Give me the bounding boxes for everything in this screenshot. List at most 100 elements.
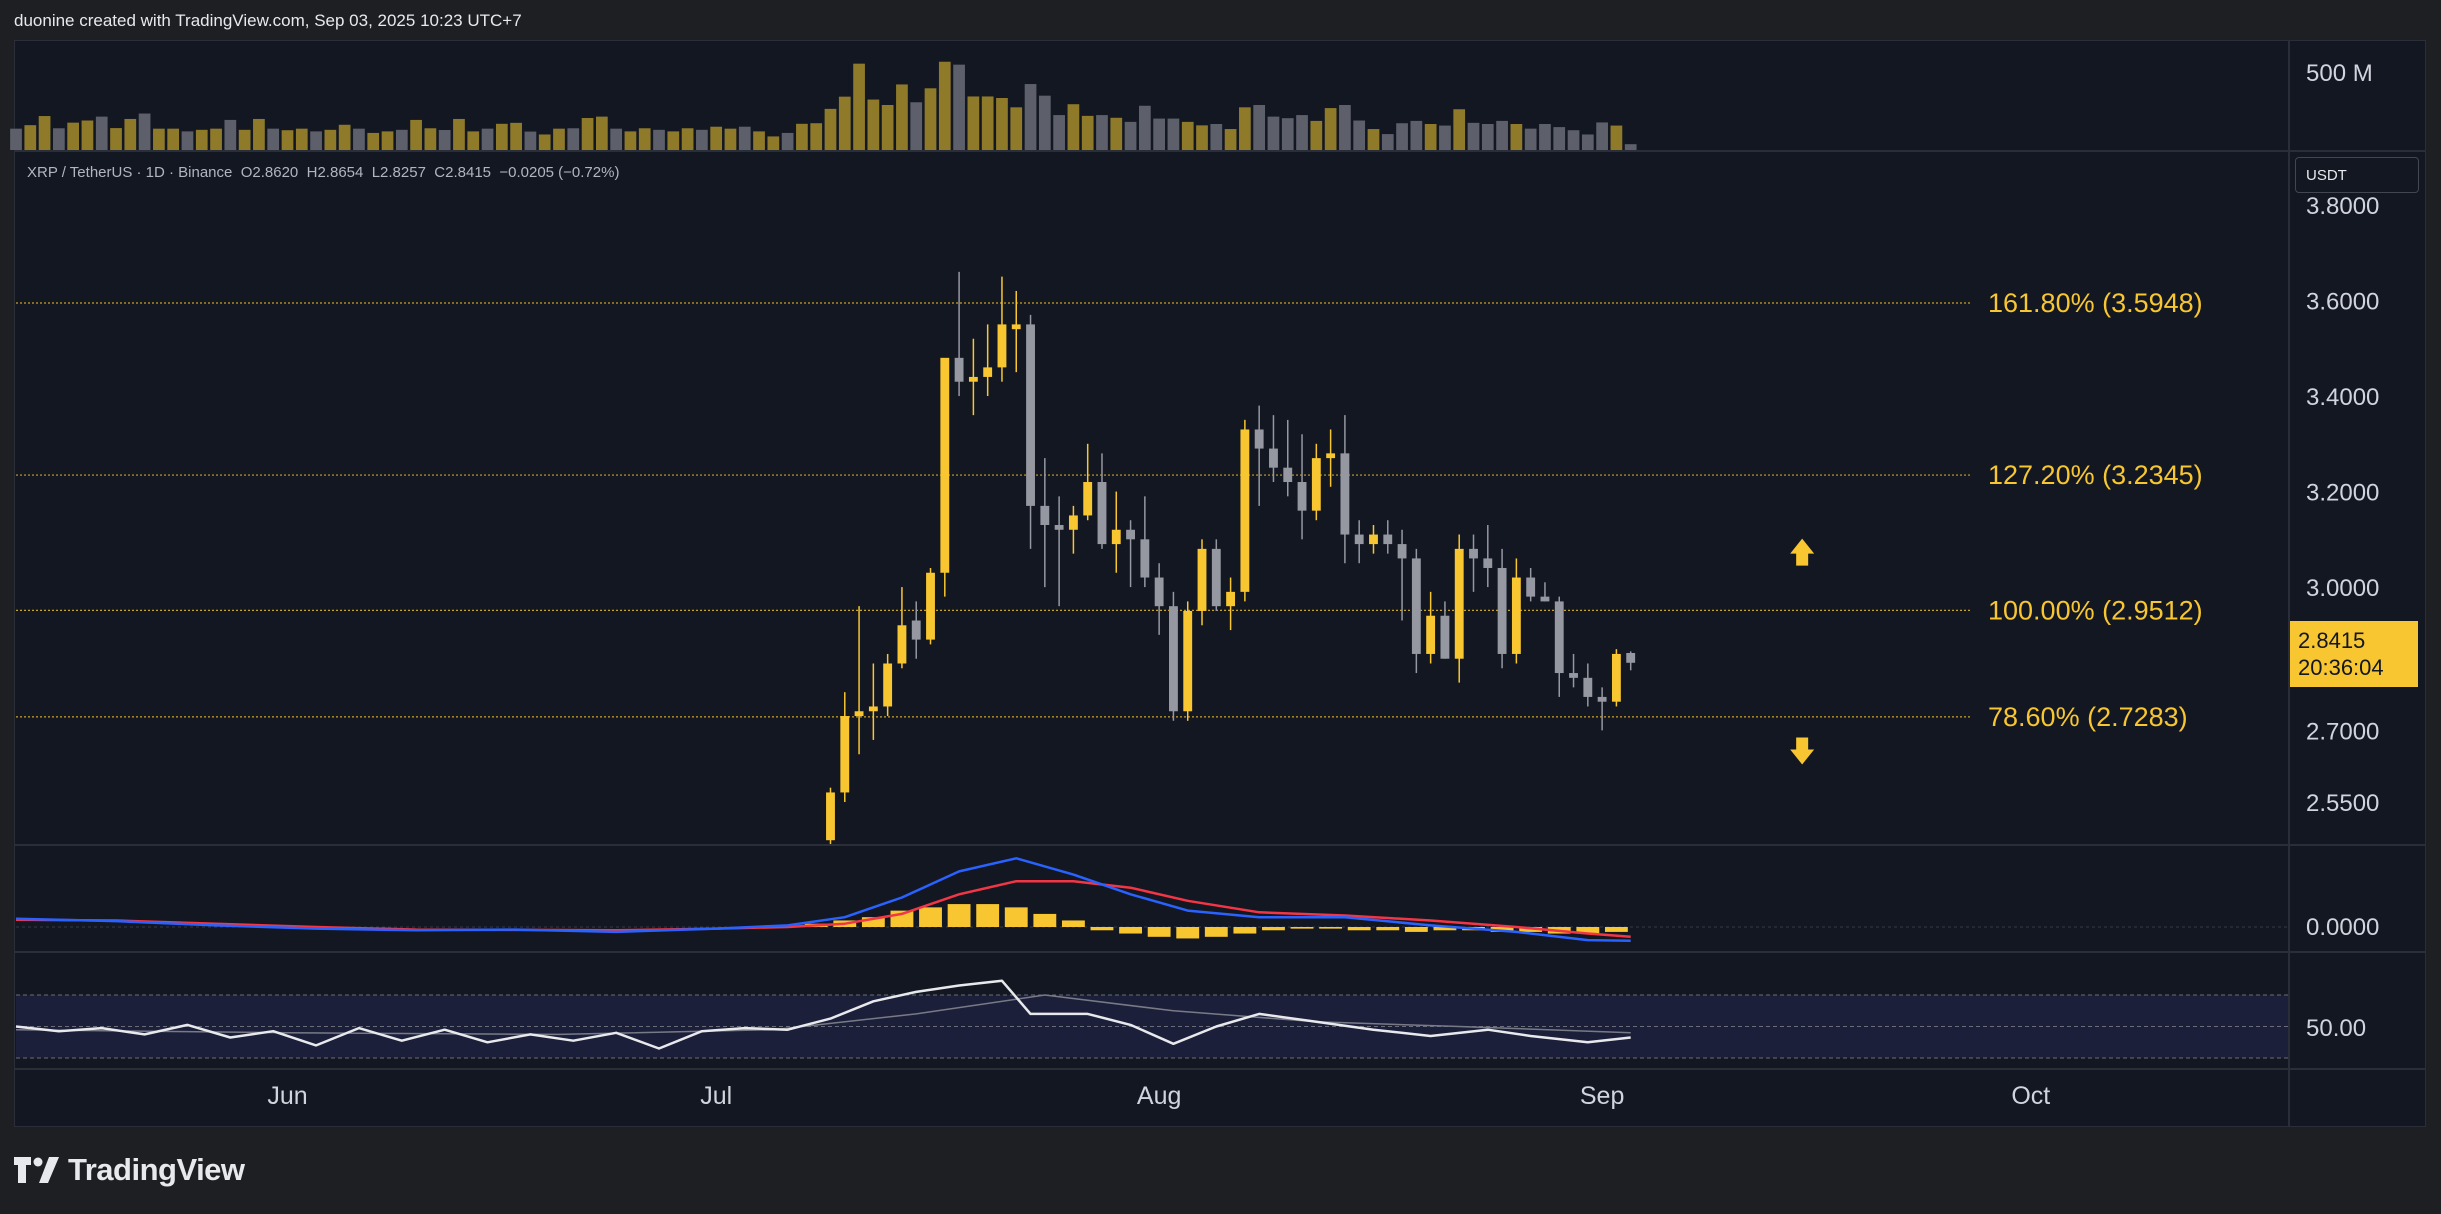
macd-histogram-bar: [1604, 927, 1628, 932]
volume-bar: [667, 131, 680, 150]
candle-body: [1369, 534, 1378, 545]
candle-body: [883, 663, 893, 707]
legend-symbol[interactable]: XRP / TetherUS · 1D · Binance: [27, 164, 233, 181]
candle-body: [1626, 652, 1636, 663]
volume-bar: [1181, 121, 1194, 150]
candle-body: [1411, 558, 1421, 654]
axis-layer: 3.8000 3.6000 3.4000 3.2000 3.0000 2.7000 2.55…: [267, 193, 2379, 1110]
candle-body: [1169, 606, 1178, 712]
currency-label: USDT: [2306, 166, 2347, 184]
volume-bar: [781, 132, 794, 150]
macd-histogram-bar: [1490, 927, 1514, 932]
candle-body: [1097, 482, 1107, 545]
volume-bar: [238, 129, 251, 150]
macd-histogram-bar: [947, 904, 971, 927]
volume-layer: [10, 61, 1637, 151]
legend-high: 2.8654: [317, 164, 364, 181]
volume-bar: [1153, 118, 1166, 150]
volume-bar: [1610, 125, 1623, 150]
volume-bar: [796, 123, 808, 150]
volume-bar: [1496, 120, 1508, 150]
volume-bar: [1510, 124, 1523, 150]
volume-bar: [295, 128, 308, 150]
candle-body: [1026, 324, 1035, 506]
volume-bar: [181, 131, 194, 150]
volume-bar: [1053, 115, 1065, 150]
time-tick-label: Oct: [2011, 1082, 2050, 1110]
price-tick-label: 3.6000: [2306, 289, 2379, 316]
volume-bar: [1353, 120, 1366, 150]
macd-histogram-bar: [1404, 927, 1428, 932]
volume-bar: [353, 128, 365, 150]
volume-bar: [567, 128, 580, 150]
currency-button[interactable]: USDT: [2295, 157, 2419, 193]
volume-bar: [81, 120, 94, 150]
macd-histogram-bar: [1262, 927, 1285, 931]
volume-bar: [538, 134, 551, 150]
candle-body: [1111, 529, 1121, 545]
candle-body: [1297, 482, 1307, 511]
volume-bar: [95, 116, 108, 150]
volume-bar: [1396, 123, 1408, 150]
candle-body: [1569, 673, 1578, 678]
price-tick-label: 3.8000: [2306, 193, 2379, 220]
volume-bar: [853, 63, 865, 150]
volume-bar: [124, 118, 137, 150]
volume-bar: [1439, 125, 1451, 150]
candle-body: [1011, 324, 1021, 330]
volume-bar: [453, 118, 465, 150]
volume-bar: [153, 128, 165, 150]
volume-bar: [953, 64, 965, 150]
volume-bar: [524, 131, 537, 150]
macd-histogram-bar: [1004, 907, 1028, 927]
volume-bar: [810, 123, 823, 150]
volume-bar: [710, 126, 723, 150]
price-tick-label: 2.5500: [2306, 790, 2379, 817]
volume-bar: [1167, 118, 1180, 150]
volume-bar: [1367, 129, 1380, 150]
last-price-value: 2.8415: [2298, 628, 2366, 653]
volume-bar: [681, 128, 694, 150]
volume-bar: [1138, 105, 1151, 150]
volume-bar: [938, 61, 951, 151]
candle-body: [1526, 577, 1536, 597]
candle-body: [1054, 524, 1064, 530]
candle-body: [1497, 567, 1507, 654]
candle-body: [1554, 601, 1564, 674]
volume-bar: [753, 131, 765, 150]
volume-bar: [610, 128, 623, 150]
fib-label-2: 100.00% (2.9512): [1988, 595, 2203, 625]
macd-layer: [15, 857, 2288, 942]
fibonacci-layer: 161.80% (3.5948) 127.20% (3.2345) 100.00% …: [16, 288, 2203, 732]
candle-body: [897, 625, 907, 664]
volume-bar: [896, 84, 908, 150]
volume-bar: [696, 129, 708, 150]
volume-bar: [996, 98, 1008, 150]
candle-body: [1597, 696, 1607, 702]
candle-body: [868, 706, 878, 712]
volume-bar: [1224, 129, 1237, 150]
volume-bar: [1453, 109, 1466, 150]
volume-bar: [967, 96, 980, 150]
candle-body: [1483, 558, 1493, 568]
macd-histogram-bar: [1290, 927, 1314, 929]
volume-bar: [424, 128, 437, 150]
macd-zero-label: 0.0000: [2306, 914, 2379, 941]
volume-bar: [1596, 122, 1608, 150]
macd-histogram-bar: [1090, 927, 1114, 931]
candle-body: [1454, 548, 1464, 659]
candle-body: [1354, 534, 1364, 545]
macd-histogram-bar: [1033, 913, 1057, 927]
time-tick-label: Aug: [1137, 1082, 1181, 1110]
macd-histogram-bar: [1433, 927, 1457, 931]
candle-body: [954, 357, 964, 382]
candle-body: [1583, 677, 1593, 697]
macd-histogram-bar: [1204, 927, 1228, 937]
volume-bar: [1539, 124, 1551, 150]
volume-bar: [510, 122, 522, 150]
time-tick-label: Jul: [700, 1082, 732, 1110]
candle-body: [1083, 482, 1093, 516]
candle-body: [1154, 577, 1164, 607]
volume-bar: [724, 128, 737, 150]
